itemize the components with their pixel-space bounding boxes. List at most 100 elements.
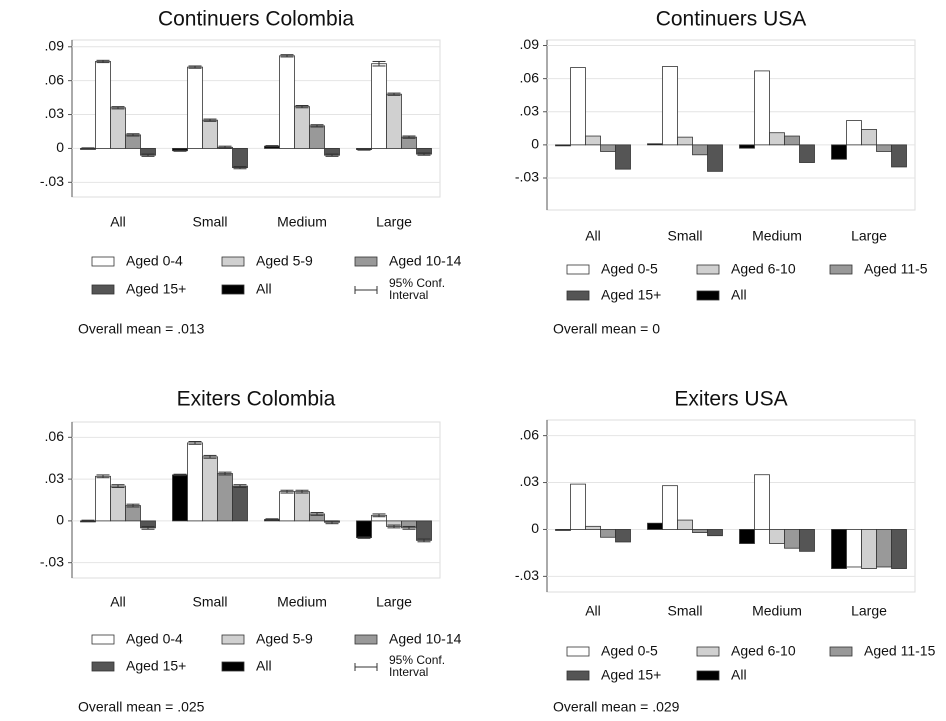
error-bar: [280, 54, 294, 58]
y-tick-label: .03: [45, 470, 65, 486]
error-bar: [325, 520, 339, 525]
bar: [294, 106, 310, 149]
legend-swatch: [354, 256, 378, 267]
bar: [754, 474, 770, 530]
error-bar: [111, 484, 125, 488]
chart-title: Continuers Colombia: [158, 8, 354, 31]
x-tick-label: Medium: [752, 603, 802, 619]
bar: [555, 144, 571, 147]
legend-label: Interval: [389, 288, 428, 302]
bar: [386, 93, 402, 149]
bar: [876, 529, 892, 568]
bar: [876, 144, 892, 152]
legend-label: All: [256, 281, 272, 297]
legend-label: 95% Conf.: [389, 276, 445, 290]
x-tick-label: Medium: [277, 594, 327, 610]
legend-label: Aged 11-15: [864, 643, 936, 659]
bar: [110, 107, 126, 149]
legend-label: Aged 15+: [601, 287, 661, 303]
error-bar: [203, 454, 217, 459]
legend-label: Aged 15+: [601, 667, 661, 683]
bar: [232, 148, 248, 169]
bar: [187, 66, 203, 149]
y-tick-label: .03: [520, 102, 540, 118]
error-bar: [233, 166, 247, 170]
x-tick-label: Medium: [752, 228, 802, 244]
bar: [861, 529, 877, 569]
error-bar: [402, 525, 416, 530]
error-bar: [188, 441, 202, 445]
legend-label: Aged 0-5: [601, 643, 658, 659]
bar: [754, 70, 770, 146]
y-tick-label: .06: [520, 426, 540, 442]
legend-swatch: [91, 284, 115, 295]
error-bar: [295, 489, 309, 494]
bar: [739, 144, 755, 149]
error-bar: [295, 105, 309, 109]
error-bar: [280, 489, 294, 494]
bar: [769, 132, 785, 146]
bar: [95, 475, 111, 522]
error-bar: [372, 513, 386, 518]
legend-label: All: [731, 287, 747, 303]
y-tick-label: .09: [520, 36, 540, 52]
bar: [585, 525, 601, 530]
bar: [846, 120, 862, 146]
bar: [217, 473, 233, 522]
error-bar: [265, 145, 279, 148]
legend-swatch: [91, 256, 115, 267]
legend-swatch: [221, 661, 245, 672]
bar: [739, 529, 755, 544]
bar: [615, 529, 631, 543]
error-bar: [233, 484, 247, 488]
error-bar: [310, 512, 324, 516]
y-tick-label: 0: [56, 139, 64, 155]
error-bar: [218, 145, 232, 149]
y-tick-label: .06: [45, 71, 65, 87]
y-tick-label: -.03: [40, 173, 64, 189]
legend-swatch: [566, 646, 590, 657]
bar: [279, 491, 295, 522]
legend-swatch: [696, 290, 720, 301]
legend-label: Aged 6-10: [731, 261, 796, 277]
y-tick-label: .09: [45, 37, 65, 53]
error-bar: [387, 92, 401, 96]
legend-label: Interval: [389, 665, 428, 679]
legend-swatch: [696, 670, 720, 681]
plot-frame: [71, 421, 441, 579]
bar: [831, 144, 847, 160]
bar: [125, 134, 141, 149]
bar: [172, 474, 188, 522]
note: Overall mean = .025: [78, 699, 205, 715]
legend-label: Aged 15+: [126, 658, 186, 674]
bar: [861, 129, 877, 146]
bar: [555, 529, 571, 531]
legend-label: Aged 6-10: [731, 643, 796, 659]
error-bar: [402, 135, 416, 139]
error-bar: [417, 152, 431, 156]
legend-swatch: [91, 634, 115, 645]
legend-swatch: [829, 264, 853, 275]
error-bar: [188, 65, 202, 69]
y-tick-label: -.03: [515, 567, 539, 583]
error-bar: [141, 153, 155, 157]
legend-swatch: [354, 634, 378, 645]
y-tick-label: .03: [520, 473, 540, 489]
legend-swatch: [91, 661, 115, 672]
bar: [784, 529, 800, 549]
error-bar: [173, 473, 187, 477]
bar: [401, 136, 417, 149]
bar: [95, 61, 111, 149]
y-tick-label: -.03: [515, 169, 539, 185]
note: Overall mean = .013: [78, 321, 205, 337]
bar: [662, 485, 678, 530]
bar: [570, 483, 586, 530]
bar: [371, 63, 387, 149]
bar: [677, 136, 693, 146]
x-tick-label: Small: [667, 603, 702, 619]
x-tick-label: All: [585, 603, 601, 619]
error-bar: [96, 59, 110, 64]
bar: [647, 522, 663, 530]
bar: [707, 144, 723, 172]
